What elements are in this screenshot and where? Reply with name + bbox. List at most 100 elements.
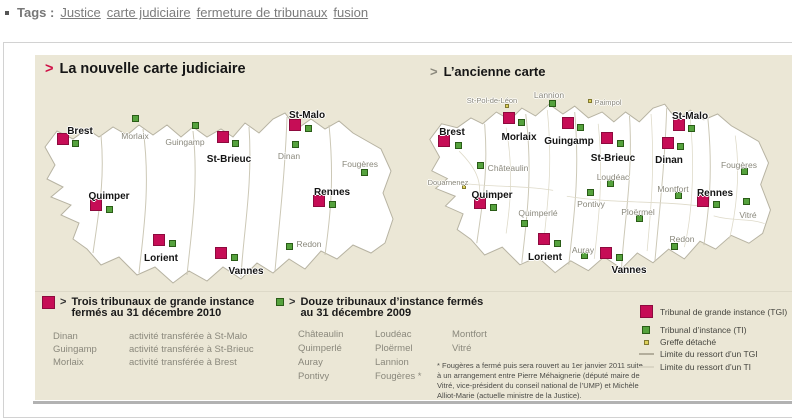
city-label: Fougères xyxy=(342,159,378,169)
city-label: Douarnenez xyxy=(427,178,469,187)
bottom-rule xyxy=(33,401,792,404)
city-label: Loudéac xyxy=(596,172,630,182)
city-label: St-Malo xyxy=(671,111,709,122)
tgi-marker xyxy=(538,233,550,245)
city-label: Pontivy xyxy=(577,199,605,209)
legend-item-tgi: Tribunal de grande instance (TGI) xyxy=(638,305,787,318)
ti-marker xyxy=(106,206,113,213)
city-label: Morlaix xyxy=(501,132,537,143)
city-label: Vannes xyxy=(228,266,264,277)
ti-marker xyxy=(305,125,312,132)
map-brittany-new xyxy=(44,112,394,284)
city-label: Brest xyxy=(67,126,93,137)
city-label: Quimper xyxy=(88,191,130,202)
ti-marker xyxy=(607,180,614,187)
ti-marker xyxy=(292,141,299,148)
greffe-square-icon xyxy=(638,339,654,345)
tgi-marker xyxy=(474,197,486,209)
legend-label: Limite du ressort d’un TI xyxy=(660,362,752,372)
ti-marker xyxy=(169,240,176,247)
tgi-marker xyxy=(217,131,229,143)
city-label: Lannion xyxy=(533,90,565,100)
city-label: Guingamp xyxy=(544,136,594,147)
chevron-icon: > xyxy=(289,296,296,308)
closed-city: Dinan xyxy=(53,331,78,342)
city-label: Redon xyxy=(296,239,322,249)
ti-marker xyxy=(231,254,238,261)
closed-ti-city: Lannion xyxy=(375,357,409,368)
ti-marker xyxy=(286,243,293,250)
new-map-title: > La nouvelle carte judiciaire xyxy=(45,61,246,77)
legend-label: Limite du ressort d’un TGI xyxy=(660,349,758,359)
city-label: Châteaulin xyxy=(487,163,529,173)
ti-limit-line-icon xyxy=(638,366,654,368)
tgi-marker xyxy=(215,247,227,259)
city-label: Lorient xyxy=(144,253,178,264)
city-label: Dinan xyxy=(655,155,683,166)
ti-square-icon xyxy=(638,326,654,334)
chevron-icon: > xyxy=(60,296,67,308)
tgi-square-icon xyxy=(42,296,55,309)
ti-marker xyxy=(329,201,336,208)
ti-marker xyxy=(554,240,561,247)
tag-link-fusion[interactable]: fusion xyxy=(333,5,369,20)
closed-city: Guingamp xyxy=(53,344,97,355)
city-label: Quimperlé xyxy=(518,208,558,218)
closed-ti-city: Vitré xyxy=(452,343,472,354)
greffe-marker xyxy=(588,99,592,103)
city-label: Rennes xyxy=(696,188,734,199)
tags-bar: Tags : Justice carte judiciaire fermetur… xyxy=(5,5,368,20)
tag-link-justice[interactable]: Justice xyxy=(60,5,101,20)
tgi-marker xyxy=(289,119,301,131)
tgi-marker xyxy=(153,234,165,246)
ti-marker xyxy=(518,119,525,126)
divider xyxy=(35,291,792,292)
city-label: Quimper xyxy=(471,190,513,201)
ti-closed-column-1: Châteaulin Quimperlé Auray Pontivy xyxy=(298,329,343,385)
closed-ti-city: Ploërmel xyxy=(375,343,413,354)
ti-marker xyxy=(577,124,584,131)
ti-marker xyxy=(616,254,623,261)
city-label: Vannes xyxy=(611,265,647,276)
old-map-title: > L’ancienne carte xyxy=(430,64,545,79)
legend-item-limite-tgi: Limite du ressort d’un TGI xyxy=(638,349,758,359)
bullet-icon xyxy=(5,10,9,15)
closed-ti-city: Auray xyxy=(298,357,323,368)
city-label: Redon xyxy=(669,234,695,244)
greffe-marker xyxy=(505,104,509,108)
infographic-panel: > La nouvelle carte judiciaire > L’ancienn… xyxy=(35,55,792,400)
city-label: Montfort xyxy=(657,184,689,194)
city-label: Vitré xyxy=(739,210,757,220)
tgi-square-icon xyxy=(638,305,654,318)
tgi-marker xyxy=(697,195,709,207)
closed-ti-city: Fougères * xyxy=(375,371,422,382)
ti-marker xyxy=(232,140,239,147)
ti-marker xyxy=(549,100,556,107)
tag-link-fermeture-de-tribunaux[interactable]: fermeture de tribunaux xyxy=(196,5,328,20)
ti-marker xyxy=(713,201,720,208)
tgi-marker xyxy=(600,247,612,259)
ti-marker xyxy=(581,252,588,259)
legend-label: Tribunal d’instance (TI) xyxy=(660,325,747,335)
city-label: Ploërmel xyxy=(621,207,655,217)
ti-marker xyxy=(688,125,695,132)
legend-label: Greffe détaché xyxy=(660,337,717,347)
greffe-marker xyxy=(462,185,466,189)
closed-ti-city: Quimperlé xyxy=(298,343,342,354)
closed-ti-city: Pontivy xyxy=(298,371,330,382)
map-brittany-old xyxy=(429,103,771,274)
tgi-marker xyxy=(90,199,102,211)
ti-marker xyxy=(587,189,594,196)
legend-item-limite-ti: Limite du ressort d’un TI xyxy=(638,362,751,372)
chevron-icon: > xyxy=(45,61,54,77)
ti-marker xyxy=(72,140,79,147)
tgi-marker xyxy=(57,133,69,145)
ti-closed-column-3: Montfort Vitré xyxy=(452,329,487,357)
ti-marker xyxy=(361,169,368,176)
ti-marker xyxy=(477,162,484,169)
tgi-marker xyxy=(313,195,325,207)
section-ti-closed-header: > Douze tribunaux d’instance fermés au 3… xyxy=(276,297,491,319)
city-label: St-Brieuc xyxy=(590,153,636,164)
tag-link-carte-judiciaire[interactable]: carte judiciaire xyxy=(106,5,191,20)
